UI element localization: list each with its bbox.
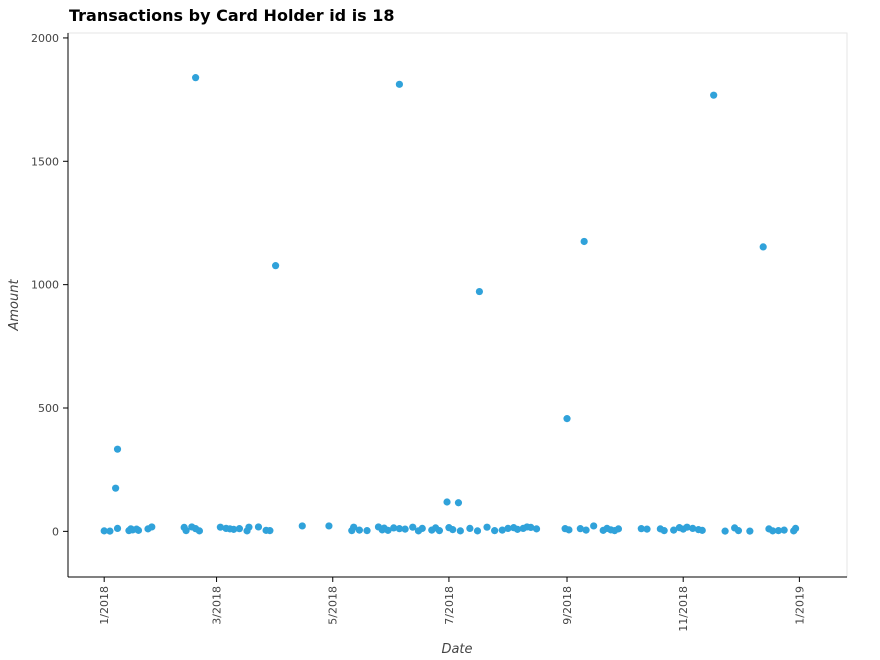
- data-point[interactable]: [395, 80, 404, 88]
- data-point[interactable]: [134, 526, 143, 534]
- data-point[interactable]: [230, 525, 238, 533]
- data-point[interactable]: [670, 526, 678, 534]
- y-ticks: 0 500 1000 1500 2000: [31, 32, 68, 538]
- data-point[interactable]: [483, 523, 491, 531]
- data-point[interactable]: [112, 484, 120, 492]
- data-point[interactable]: [350, 523, 358, 531]
- y-tick-label: 1500: [31, 155, 59, 168]
- x-tick-label: 9/2018: [561, 586, 574, 625]
- data-point[interactable]: [527, 523, 535, 532]
- data-point[interactable]: [466, 524, 474, 532]
- x-tick-label: 1/2019: [793, 586, 806, 625]
- data-point[interactable]: [660, 527, 668, 535]
- data-point[interactable]: [363, 527, 371, 535]
- data-point[interactable]: [475, 287, 484, 296]
- data-point[interactable]: [498, 526, 506, 534]
- data-point[interactable]: [409, 523, 417, 531]
- y-tick-label: 500: [38, 402, 59, 415]
- data-point[interactable]: [106, 527, 114, 535]
- data-point[interactable]: [563, 415, 571, 423]
- data-point[interactable]: [272, 262, 280, 270]
- y-tick-label: 0: [52, 525, 59, 538]
- data-point[interactable]: [182, 527, 190, 535]
- y-axis-title: Amount: [7, 279, 22, 332]
- data-point[interactable]: [614, 525, 623, 533]
- data-point[interactable]: [504, 524, 512, 532]
- data-point[interactable]: [449, 526, 457, 534]
- data-point[interactable]: [418, 524, 426, 532]
- data-point[interactable]: [113, 524, 122, 532]
- x-tick-label: 11/2018: [677, 586, 690, 632]
- x-tick-label: 7/2018: [443, 586, 456, 625]
- data-point[interactable]: [759, 243, 767, 251]
- data-point[interactable]: [746, 527, 754, 535]
- x-tick-label: 3/2018: [211, 586, 224, 625]
- data-point[interactable]: [443, 498, 451, 506]
- data-point[interactable]: [683, 523, 691, 531]
- data-point[interactable]: [769, 527, 777, 535]
- data-points: [100, 74, 800, 535]
- x-tick-label: 1/2018: [98, 586, 111, 625]
- data-point[interactable]: [254, 523, 263, 531]
- data-point[interactable]: [235, 525, 244, 533]
- data-point[interactable]: [298, 522, 306, 530]
- data-point[interactable]: [780, 526, 788, 534]
- data-point[interactable]: [192, 74, 200, 82]
- x-tick-label: 5/2018: [327, 586, 340, 625]
- chart-title: Transactions by Card Holder id is 18: [69, 6, 395, 25]
- data-point[interactable]: [582, 526, 590, 534]
- data-point[interactable]: [216, 523, 224, 531]
- data-point[interactable]: [384, 526, 392, 534]
- data-point[interactable]: [513, 525, 522, 533]
- data-point[interactable]: [576, 525, 584, 533]
- data-point[interactable]: [580, 237, 588, 246]
- data-point[interactable]: [491, 527, 499, 535]
- data-point[interactable]: [710, 91, 718, 99]
- data-point[interactable]: [325, 522, 333, 530]
- data-point[interactable]: [395, 525, 404, 533]
- data-point[interactable]: [355, 526, 364, 534]
- data-point[interactable]: [245, 523, 253, 531]
- data-point[interactable]: [590, 522, 598, 530]
- data-point[interactable]: [148, 523, 156, 531]
- data-point[interactable]: [791, 524, 800, 532]
- data-point[interactable]: [456, 527, 464, 535]
- data-point[interactable]: [390, 524, 398, 532]
- data-point[interactable]: [774, 527, 783, 535]
- data-point[interactable]: [532, 525, 541, 533]
- data-point[interactable]: [565, 526, 573, 534]
- data-point[interactable]: [689, 524, 697, 532]
- x-ticks: 1/2018 3/2018 5/2018 7/2018 9/2018 11/2018 1/2…: [98, 577, 806, 632]
- data-point[interactable]: [113, 445, 122, 453]
- data-point[interactable]: [698, 526, 706, 534]
- data-point[interactable]: [721, 527, 729, 535]
- data-point[interactable]: [195, 527, 204, 535]
- data-point[interactable]: [454, 499, 463, 507]
- data-point[interactable]: [266, 527, 274, 535]
- data-point[interactable]: [473, 527, 482, 535]
- x-axis-title: Date: [441, 642, 472, 657]
- data-point[interactable]: [401, 525, 409, 533]
- plot-frame: [67, 32, 848, 578]
- data-point[interactable]: [734, 527, 743, 535]
- y-tick-label: 1000: [31, 279, 59, 292]
- data-point[interactable]: [100, 527, 108, 535]
- data-point[interactable]: [637, 525, 645, 533]
- data-point[interactable]: [643, 525, 651, 533]
- y-tick-label: 2000: [31, 32, 59, 45]
- data-point[interactable]: [435, 527, 444, 535]
